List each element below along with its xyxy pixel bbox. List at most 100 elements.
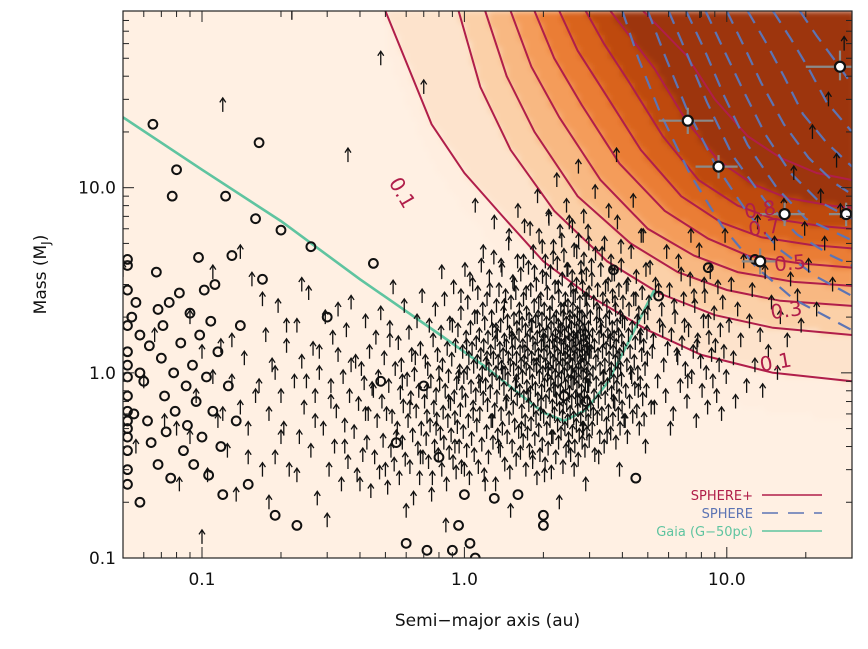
heatmap-cell — [591, 203, 598, 210]
heatmap-cell — [603, 251, 610, 258]
heatmap-cell — [465, 119, 472, 126]
heatmap-cell — [807, 83, 814, 90]
heatmap-cell — [801, 59, 808, 66]
heatmap-cell — [609, 179, 616, 186]
heatmap-cell — [765, 197, 772, 204]
heatmap-cell — [795, 347, 802, 354]
heatmap-cell — [759, 167, 766, 174]
heatmap-cell — [729, 215, 736, 222]
heatmap-cell — [609, 239, 616, 246]
heatmap-cell — [477, 95, 484, 102]
heatmap-cell — [711, 233, 718, 240]
heatmap-cell — [603, 35, 610, 42]
heatmap-cell — [543, 149, 550, 156]
arrow-head — [402, 502, 410, 509]
heatmap-cell — [549, 29, 556, 36]
heatmap-cell — [663, 155, 670, 162]
heatmap-cell — [735, 221, 742, 228]
heatmap-cell — [657, 77, 664, 84]
heatmap-cell — [735, 293, 742, 300]
heatmap-cell — [465, 131, 472, 138]
heatmap-cell — [609, 197, 616, 204]
heatmap-cell — [783, 149, 790, 156]
arrow-head — [368, 380, 376, 387]
heatmap-cell — [579, 239, 586, 246]
arrow-head — [359, 446, 367, 453]
heatmap-cell — [735, 245, 742, 252]
heatmap-cell — [489, 233, 496, 240]
heatmap-cell — [483, 233, 490, 240]
heatmap-cell — [771, 107, 778, 114]
heatmap-cell — [525, 155, 532, 162]
heatmap-cell — [543, 221, 550, 228]
arrow-head — [327, 377, 335, 384]
heatmap-cell — [729, 143, 736, 150]
arrow-head — [500, 297, 508, 304]
heatmap-cell — [723, 239, 730, 246]
heatmap-cell — [681, 311, 688, 318]
arrow-head — [629, 192, 637, 199]
heatmap-cell — [615, 323, 622, 330]
heatmap-cell — [759, 155, 766, 162]
heatmap-cell — [687, 341, 694, 348]
heatmap-cell — [753, 287, 760, 294]
heatmap-cell — [663, 119, 670, 126]
heatmap-cell — [651, 347, 658, 354]
heatmap-cell — [573, 155, 580, 162]
heatmap-cell — [831, 131, 838, 138]
heatmap-cell — [519, 59, 526, 66]
heatmap-cell — [657, 95, 664, 102]
heatmap-cell — [411, 89, 418, 96]
heatmap-cell — [765, 359, 772, 366]
heatmap-cell — [747, 197, 754, 204]
heatmap-cell — [471, 155, 478, 162]
heatmap-cell — [645, 173, 652, 180]
heatmap-cell — [531, 155, 538, 162]
heatmap-cell — [465, 191, 472, 198]
heatmap-cell — [849, 197, 852, 204]
heatmap-cell — [447, 53, 454, 60]
heatmap-cell — [429, 23, 436, 30]
heatmap-cell — [765, 101, 772, 108]
heatmap-cell — [759, 41, 766, 48]
heatmap-cell — [525, 65, 532, 72]
heatmap-cell — [723, 119, 730, 126]
heatmap-cell — [753, 341, 760, 348]
heatmap-cell — [489, 59, 496, 66]
arrow-marker — [339, 368, 347, 384]
heatmap-cell — [705, 389, 712, 396]
heatmap-cell — [669, 161, 676, 168]
arrow-marker — [460, 461, 468, 477]
heatmap-cell — [813, 65, 820, 72]
heatmap-cell — [663, 167, 670, 174]
heatmap-cell — [825, 305, 832, 312]
arrow-head — [372, 329, 380, 336]
heatmap-cell — [453, 173, 460, 180]
heatmap-cell — [429, 137, 436, 144]
heatmap-cell — [531, 101, 538, 108]
heatmap-cell — [819, 395, 826, 402]
arrow-marker — [371, 449, 379, 465]
heatmap-cell — [645, 317, 652, 324]
heatmap-cell — [669, 71, 676, 78]
heatmap-cell — [771, 329, 778, 336]
heatmap-cell — [711, 371, 718, 378]
heatmap-cell — [777, 143, 784, 150]
heatmap-cell — [543, 53, 550, 60]
heatmap-cell — [441, 89, 448, 96]
heatmap-cell — [825, 107, 832, 114]
heatmap-cell — [621, 335, 628, 342]
heatmap-cell — [639, 143, 646, 150]
heatmap-cell — [615, 149, 622, 156]
heatmap-cell — [543, 287, 550, 294]
heatmap-cell — [711, 341, 718, 348]
heatmap-cell — [471, 29, 478, 36]
arrow-marker — [395, 469, 403, 486]
heatmap-cell — [735, 179, 742, 186]
heatmap-cell — [723, 263, 730, 270]
heatmap-cell — [783, 257, 790, 264]
heatmap-cell — [441, 29, 448, 36]
arrow-head — [342, 322, 350, 329]
heatmap-cell — [441, 137, 448, 144]
heatmap-cell — [705, 17, 712, 24]
